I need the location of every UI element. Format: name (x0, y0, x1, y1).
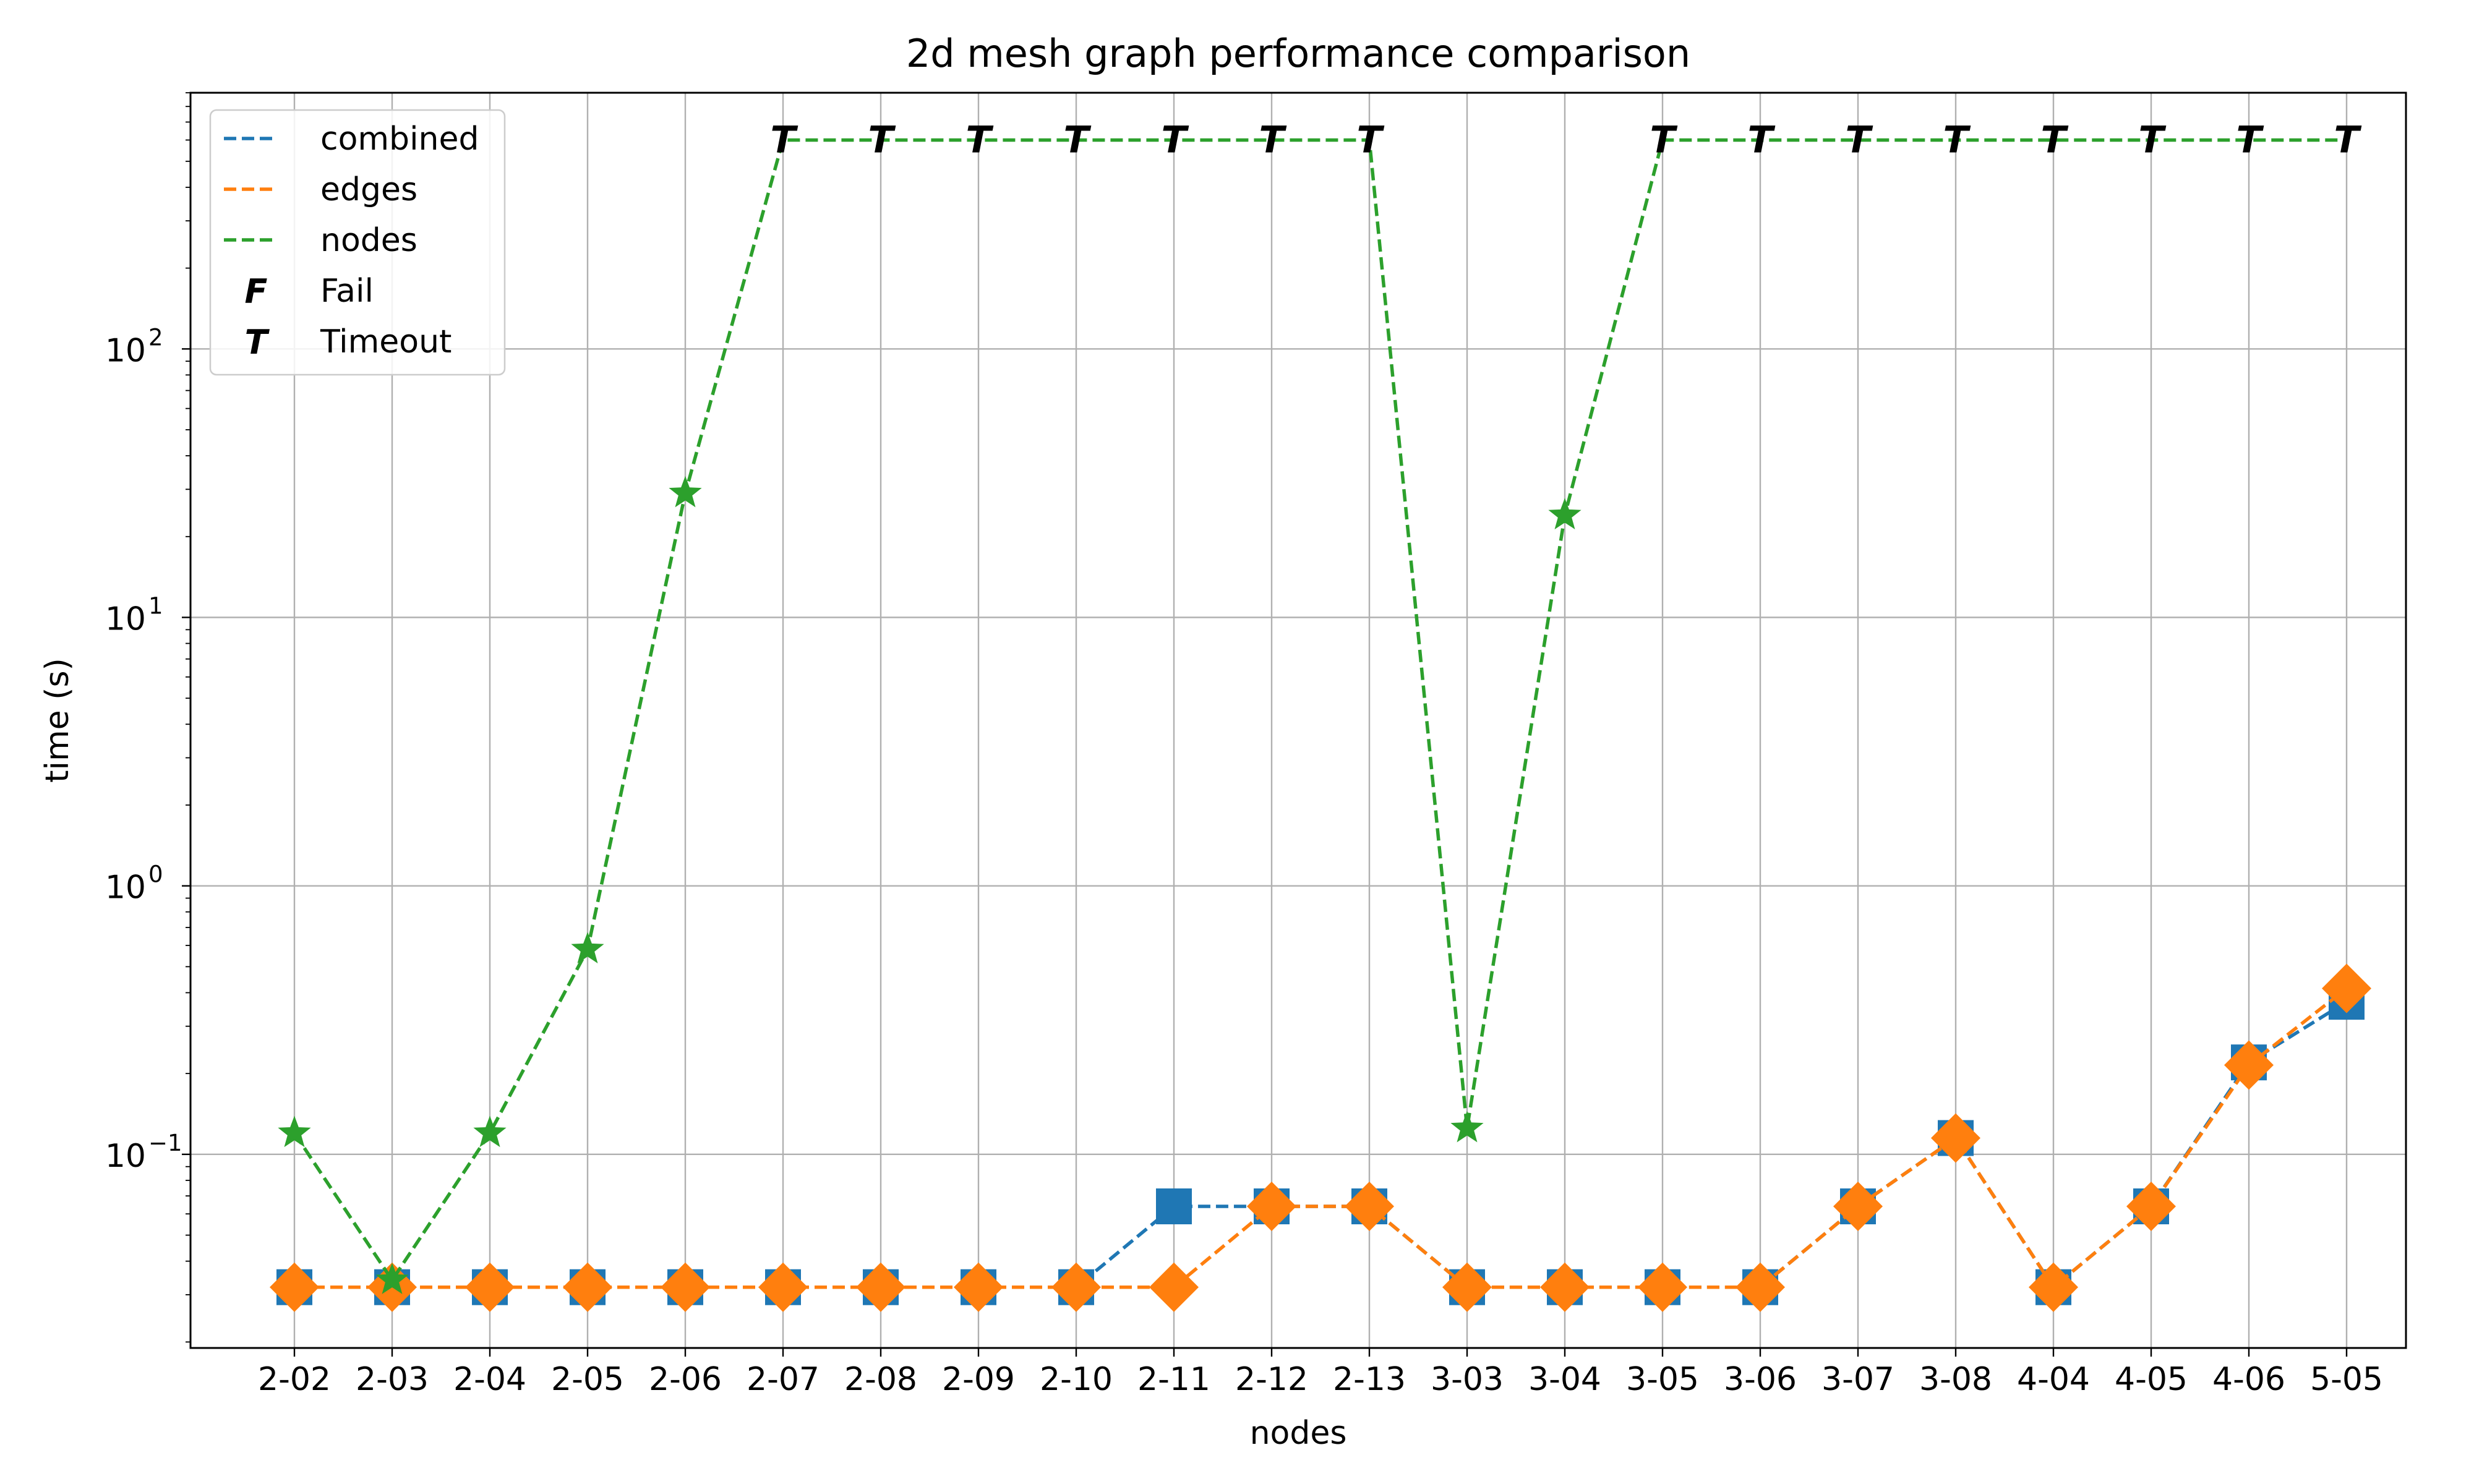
data-point-nodes (1450, 1111, 1484, 1143)
data-point-edges (661, 1262, 710, 1312)
series-line-nodes (293, 138, 2347, 1284)
status-marker-nodes: T (1748, 118, 1776, 161)
legend-label-fail: Fail (320, 273, 374, 310)
legend-box (209, 109, 506, 376)
status-marker-nodes: T (1650, 118, 1678, 161)
data-point-edges (270, 1262, 319, 1312)
status-marker-nodes: T (966, 118, 994, 161)
x-tick-label: 2-10 (1040, 1361, 1113, 1398)
data-point-edges (1051, 1262, 1101, 1312)
y-tick-label: 10 (105, 869, 146, 906)
legend-label-nodes: nodes (320, 222, 417, 259)
status-marker-nodes: T (1064, 118, 1092, 161)
data-point-edges (1247, 1182, 1296, 1232)
status-marker-nodes: T (2236, 118, 2264, 161)
x-tick-label: 2-07 (747, 1361, 820, 1398)
data-point-edges (1442, 1262, 1492, 1312)
x-tick-label: 2-04 (453, 1361, 526, 1398)
data-point-edges (2126, 1182, 2176, 1232)
x-tick-label: 3-05 (1626, 1361, 1699, 1398)
data-point-edges (1833, 1182, 1883, 1232)
x-tick-label: 2-13 (1333, 1361, 1406, 1398)
data-point-edges (1540, 1262, 1590, 1312)
status-marker-nodes: T (1357, 118, 1385, 161)
data-point-edges (2224, 1040, 2274, 1090)
y-tick-label: 10 (105, 332, 146, 369)
x-tick-label: 2-08 (844, 1361, 917, 1398)
series-line-edges (294, 987, 2348, 1290)
status-marker-nodes: T (1943, 118, 1971, 161)
status-marker-nodes: T (2334, 118, 2362, 161)
y-tick-exponent: 2 (148, 324, 163, 351)
data-point-edges (1736, 1262, 1785, 1312)
chart-title: 2d mesh graph performance comparison (906, 31, 1690, 76)
y-tick-exponent: −1 (148, 1130, 182, 1156)
status-marker-nodes: T (1259, 118, 1287, 161)
data-point-edges (856, 1262, 905, 1312)
status-marker-nodes: T (771, 118, 798, 161)
x-tick-label: 3-08 (1919, 1361, 1992, 1398)
x-axis-label: nodes (1250, 1415, 1347, 1452)
x-tick-label: 5-05 (2310, 1361, 2383, 1398)
data-point-nodes (1548, 498, 1582, 530)
data-point-nodes (473, 1115, 507, 1148)
x-tick-label: 4-06 (2212, 1361, 2285, 1398)
x-tick-label: 2-03 (356, 1361, 429, 1398)
x-tick-label: 3-06 (1724, 1361, 1797, 1398)
data-point-edges (758, 1262, 808, 1312)
status-marker-nodes: T (1162, 118, 1189, 161)
status-marker-nodes: T (868, 118, 896, 161)
x-tick-label: 3-04 (1528, 1361, 1601, 1398)
x-tick-label: 2-06 (649, 1361, 722, 1398)
data-point-edges (1638, 1262, 1687, 1312)
x-tick-label: 2-02 (258, 1361, 331, 1398)
data-point-nodes (669, 475, 702, 508)
y-axis-label: time (s) (39, 658, 76, 783)
plot-frame (189, 92, 2407, 1349)
data-point-nodes (375, 1263, 409, 1294)
x-tick-label: 3-07 (1821, 1361, 1894, 1398)
x-tick-label: 2-09 (942, 1361, 1015, 1398)
status-marker-nodes: T (1846, 118, 1873, 161)
data-point-edges (563, 1262, 612, 1312)
x-tick-label: 4-05 (2115, 1361, 2188, 1398)
data-point-edges (1931, 1113, 1980, 1163)
y-tick-exponent: 0 (148, 861, 163, 888)
data-point-edges (2322, 963, 2371, 1013)
x-tick-label: 2-11 (1137, 1361, 1210, 1398)
status-marker-nodes: T (2041, 118, 2069, 161)
legend-label-edges: edges (320, 171, 417, 208)
legend-label-combined: combined (320, 121, 479, 158)
x-tick-label: 2-05 (551, 1361, 624, 1398)
x-tick-label: 3-03 (1431, 1361, 1504, 1398)
legend-symbol-fail: F (245, 272, 268, 311)
x-tick-label: 4-04 (2017, 1361, 2090, 1398)
data-point-nodes (278, 1115, 311, 1148)
y-tick-exponent: 1 (148, 592, 163, 619)
legend: combined edges nodes F Fail T Timeout (209, 109, 506, 376)
data-point-combined (1156, 1188, 1192, 1225)
x-tick-label: 2-12 (1235, 1361, 1308, 1398)
data-point-nodes (571, 932, 604, 963)
data-point-edges (1345, 1182, 1394, 1232)
data-point-edges (465, 1262, 515, 1312)
axes: 2-02 2-03 2-04 2-05 2-06 2-07 2-08 2-09 2-10 2-11… (105, 92, 2383, 1398)
y-tick-label: 10 (105, 1138, 146, 1175)
data-point-edges (1149, 1262, 1199, 1312)
status-marker-nodes: T (2139, 118, 2167, 161)
legend-symbol-timeout: T (245, 323, 270, 362)
legend-label-timeout: Timeout (320, 323, 452, 360)
y-tick-label: 10 (105, 600, 146, 638)
data-point-edges (954, 1262, 1003, 1312)
data-point-edges (2029, 1262, 2078, 1312)
